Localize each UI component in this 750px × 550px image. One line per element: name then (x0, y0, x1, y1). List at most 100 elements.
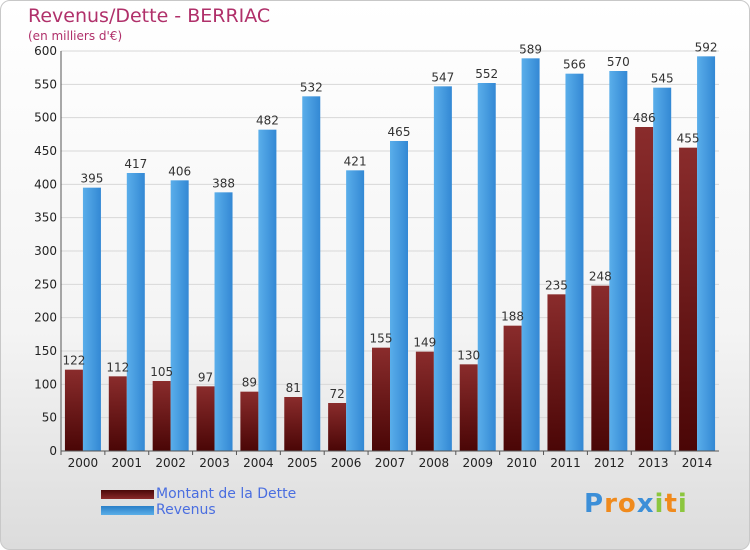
y-tick-label: 100 (34, 377, 57, 391)
bar-revenus (126, 173, 145, 451)
data-label-dette: 97 (198, 370, 213, 384)
bar-revenus (477, 83, 496, 451)
y-tick-label: 200 (34, 311, 57, 325)
legend-swatch-dette (101, 490, 154, 499)
data-label-revenus: 388 (212, 176, 235, 190)
bar-dette (679, 147, 698, 451)
bar-dette (284, 397, 303, 451)
data-label-revenus: 552 (475, 67, 498, 81)
data-label-revenus: 482 (256, 114, 279, 128)
bar-revenus (697, 56, 716, 451)
bar-dette (152, 381, 171, 451)
x-tick-label: 2003 (199, 456, 230, 470)
data-label-dette: 72 (329, 387, 344, 401)
data-label-revenus: 417 (124, 157, 147, 171)
data-label-revenus: 395 (80, 172, 103, 186)
data-label-dette: 112 (106, 360, 129, 374)
data-label-revenus: 421 (344, 154, 367, 168)
legend-label-dette: Montant de la Dette (156, 486, 297, 502)
data-label-revenus: 566 (563, 58, 586, 72)
bar-revenus (433, 86, 452, 451)
y-tick-label: 250 (34, 277, 57, 291)
x-tick-label: 2000 (68, 456, 99, 470)
x-tick-label: 2012 (594, 456, 625, 470)
x-tick-label: 2007 (375, 456, 406, 470)
data-label-dette: 130 (457, 348, 480, 362)
bar-revenus (565, 73, 584, 452)
y-tick-label: 600 (34, 44, 57, 58)
bar-revenus (609, 71, 628, 451)
proxiti-logo: Proxiti (584, 489, 688, 519)
data-label-dette: 89 (242, 376, 257, 390)
data-label-dette: 81 (286, 381, 301, 395)
y-tick-label: 150 (34, 344, 57, 358)
y-tick-label: 350 (34, 211, 57, 225)
x-tick-label: 2001 (112, 456, 143, 470)
bar-revenus (390, 141, 408, 451)
data-label-dette: 235 (545, 278, 568, 292)
logo-letter: i (677, 489, 688, 519)
data-label-dette: 455 (677, 132, 700, 146)
bar-revenus (258, 129, 277, 451)
data-label-dette: 155 (370, 332, 393, 346)
bar-revenus (653, 87, 672, 452)
bar-revenus (170, 180, 189, 452)
data-label-dette: 122 (62, 354, 85, 368)
x-tick-label: 2013 (638, 456, 669, 470)
logo-letter: r (604, 489, 618, 519)
data-label-revenus: 570 (607, 55, 630, 69)
x-tick-label: 2005 (287, 456, 318, 470)
logo-letter: i (654, 489, 665, 519)
chart-unit: (en milliers d'€) (28, 29, 123, 43)
y-tick-label: 500 (34, 111, 57, 125)
bar-dette (108, 376, 127, 451)
x-tick-label: 2006 (331, 456, 362, 470)
bar-dette (328, 403, 347, 451)
data-label-revenus: 465 (388, 125, 411, 139)
bar-dette (415, 351, 434, 451)
legend-swatch-revenus (101, 506, 154, 515)
data-label-dette: 248 (589, 270, 612, 284)
data-label-revenus: 547 (431, 70, 454, 84)
logo-letter: P (584, 489, 605, 519)
logo-letter: x (636, 489, 655, 519)
x-tick-label: 2004 (243, 456, 274, 470)
chart-title: Revenus/Dette - BERRIAC (28, 5, 271, 27)
bar-revenus (82, 187, 101, 451)
bar-revenus (302, 96, 321, 451)
data-label-revenus: 592 (695, 40, 718, 54)
data-label-revenus: 589 (519, 42, 542, 56)
x-tick-label: 2009 (462, 456, 493, 470)
data-label-dette: 188 (501, 310, 524, 324)
x-tick-label: 2011 (550, 456, 581, 470)
x-tick-label: 2010 (506, 456, 537, 470)
bar-dette (547, 294, 566, 451)
y-tick-label: 400 (34, 177, 57, 191)
bar-revenus (346, 170, 365, 452)
legend-label-revenus: Revenus (156, 502, 216, 518)
data-label-dette: 149 (413, 336, 436, 350)
bar-dette (64, 369, 83, 451)
y-tick-label: 50 (42, 411, 57, 425)
y-tick-label: 450 (34, 144, 57, 158)
x-tick-label: 2002 (155, 456, 186, 470)
logo-letter: o (617, 489, 637, 519)
logo-letter: t (664, 489, 678, 519)
y-tick-label: 0 (49, 444, 57, 458)
bar-dette (635, 127, 654, 451)
data-label-dette: 486 (633, 111, 656, 125)
data-label-revenus: 532 (300, 80, 323, 94)
y-tick-label: 300 (34, 244, 57, 258)
y-tick-label: 550 (34, 77, 57, 91)
data-label-dette: 105 (150, 365, 173, 379)
data-label-revenus: 406 (168, 164, 191, 178)
data-label-revenus: 545 (651, 72, 674, 86)
bar-dette (196, 386, 215, 451)
bar-revenus (521, 58, 540, 451)
x-tick-label: 2008 (419, 456, 450, 470)
bar-dette (240, 391, 259, 451)
x-tick-label: 2014 (682, 456, 713, 470)
bar-dette (503, 325, 522, 451)
